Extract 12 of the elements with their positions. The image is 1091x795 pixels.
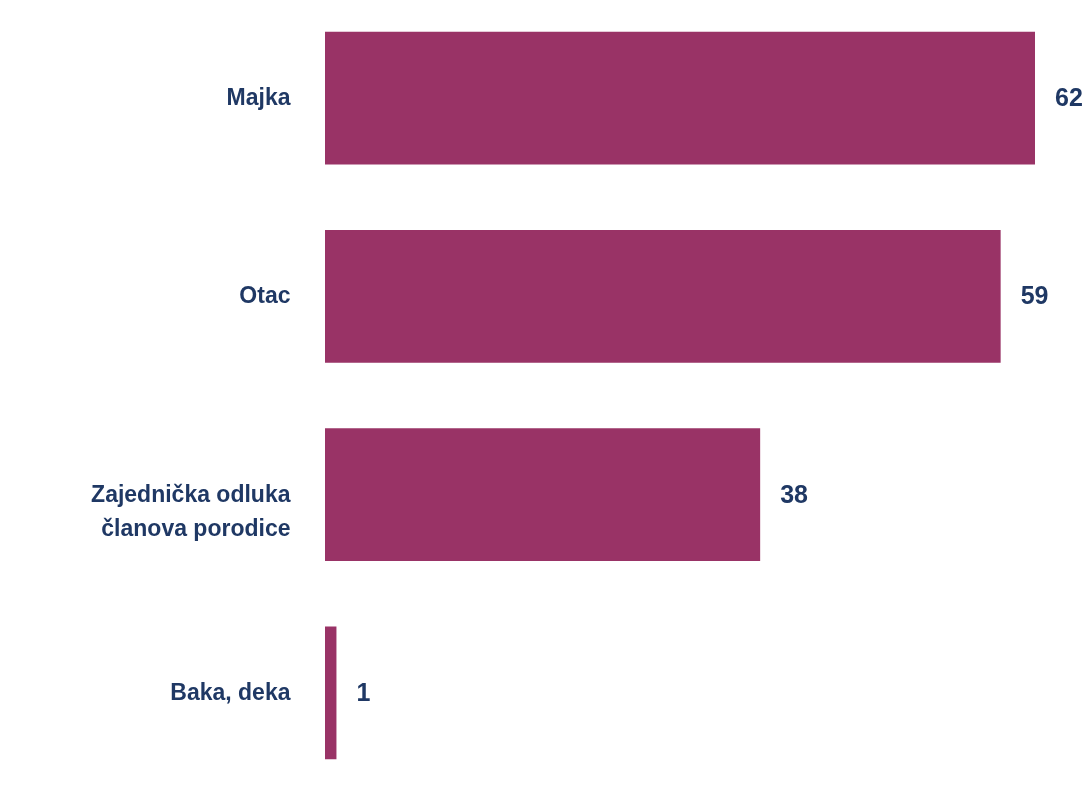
- bar: [325, 428, 761, 562]
- data-label: 38: [780, 479, 809, 508]
- bar: [325, 31, 1035, 165]
- y-tick-label: Majka: [226, 84, 291, 111]
- data-label: 62: [1055, 83, 1083, 112]
- bar: [325, 229, 1001, 363]
- y-tick-label: Otac: [239, 282, 291, 309]
- y-tick-label: Baka, deka: [170, 678, 291, 705]
- y-tick-label: Zajednička odluka članova porodice: [91, 480, 291, 541]
- data-label: 59: [1020, 281, 1049, 310]
- bar: [325, 626, 337, 760]
- data-label: 1: [356, 677, 371, 706]
